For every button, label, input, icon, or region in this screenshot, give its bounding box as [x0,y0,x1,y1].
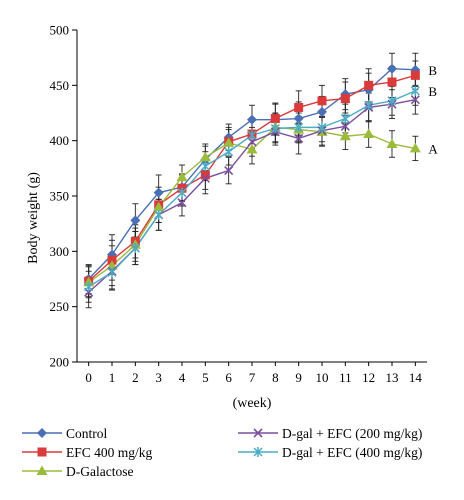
x-axis-title: (week) [233,396,272,411]
data-point [224,165,234,176]
data-point [387,95,397,106]
data-point [294,122,304,133]
x-tick-label: 8 [272,370,279,385]
legend-marker [36,465,48,475]
legend-label: EFC 400 mg/kg [66,445,153,460]
x-tick-label: 0 [85,370,92,385]
legend-label: Control [66,426,108,441]
legend-marker [37,447,47,457]
data-point [386,138,398,148]
data-point [293,113,304,124]
x-tick-label: 13 [386,370,399,385]
y-tick-label: 400 [50,133,70,148]
y-tick-label: 250 [50,299,70,314]
y-tick-label: 500 [50,23,70,38]
legend-marker [253,428,263,438]
data-point [363,128,375,139]
legend: Control EFC 400 mg/kg D-Galactose D-gal + E… [22,426,422,479]
data-point [107,255,117,265]
x-tick-label: 2 [132,370,139,385]
y-tick-label: 300 [50,244,70,259]
group-label-a: A [428,141,438,156]
x-tick-label: 11 [339,370,352,385]
data-point [247,137,257,147]
group-label-b: B [428,63,437,78]
data-point [294,133,304,144]
legend-item-2: D-Galactose [22,464,133,479]
data-point [200,173,210,183]
x-tick-label: 7 [249,370,256,385]
series-0-points [83,63,421,284]
data-point [410,95,420,105]
data-point [199,151,211,162]
legend-item-4: D-gal + EFC (400 mg/kg) [238,445,422,460]
y-tick-label: 450 [50,78,70,93]
legend-marker [37,428,47,438]
legend-marker [253,447,263,457]
data-point [154,209,164,220]
group-label-b: B [428,84,437,99]
data-point [200,170,210,180]
legend-label: D-gal + EFC (400 mg/kg) [282,445,422,460]
y-tick-label: 350 [50,189,70,204]
series-4-points [84,85,420,292]
data-point [153,201,165,212]
data-point [270,114,280,124]
data-point [200,161,210,172]
legend-label: D-gal + EFC (200 mg/kg) [282,426,422,441]
data-point [340,121,350,131]
x-tick-label: 4 [179,370,186,385]
x-tick-label: 1 [109,370,116,385]
data-point [246,144,258,154]
x-tick-label: 9 [295,370,302,385]
data-point [247,114,257,125]
data-point [223,137,235,147]
data-point [317,122,327,133]
data-point [177,198,187,208]
legend-item-0: Control [22,426,108,441]
group-annotations: BB A [428,63,438,157]
plot-area [76,30,427,363]
data-point [84,281,94,292]
data-point [224,146,234,157]
x-tick-label: 12 [362,370,375,385]
data-point [106,260,118,270]
x-tick-label: 3 [155,370,162,385]
x-tick-label: 6 [225,370,232,385]
data-point [317,106,327,117]
data-point [410,70,420,80]
data-point [340,94,350,104]
data-point [177,187,187,198]
data-point [294,102,304,112]
data-point [364,100,374,111]
data-point [387,77,397,87]
y-tick-label: 200 [50,355,70,370]
data-point [270,123,280,134]
x-axis-ticks: 0 1 2 3 4 5 6 7 8 9 10 11 12 13 14 [85,362,422,385]
data-point [176,171,188,182]
x-tick-label: 5 [202,370,209,385]
data-point [410,85,420,96]
y-axis-title: Body weight (g) [26,172,41,264]
series-1-points [84,70,420,286]
data-point [340,113,350,124]
data-point [387,63,397,74]
y-axis-ticks: 200 250 300 350 400 450 500 [50,23,77,370]
data-point [130,215,141,226]
legend-item-3: D-gal + EFC (200 mg/kg) [238,426,422,441]
data-point [409,142,421,153]
data-point [130,243,140,254]
x-tick-label: 10 [316,370,329,385]
legend-item-1: EFC 400 mg/kg [22,445,153,460]
data-point [317,96,327,106]
data-point [247,130,257,141]
data-point [339,130,351,141]
data-point [107,267,117,278]
data-point [364,80,374,90]
x-tick-label: 14 [409,370,423,385]
legend-label: D-Galactose [66,464,133,479]
data-point [153,187,164,198]
